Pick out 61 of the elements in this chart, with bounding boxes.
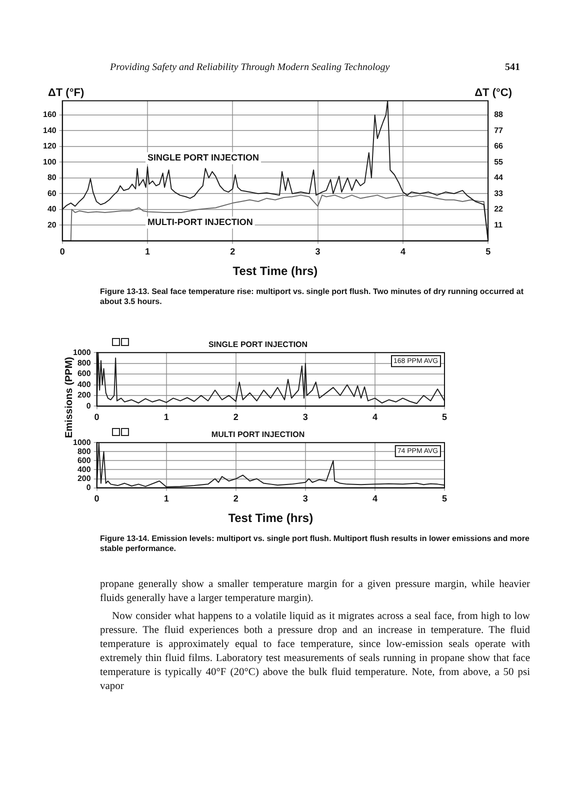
series-label: MULTI-PORT INJECTION [148, 217, 253, 228]
x-tick-label: 4 [372, 494, 378, 504]
y-tick-label: 400 [77, 380, 92, 389]
y-tick-label: 160 [42, 110, 57, 120]
x-tick-label: 4 [372, 412, 378, 422]
x-tick-label: 3 [302, 494, 308, 504]
y-axis-title: ΔT (°F) [48, 87, 84, 99]
y2-tick-label: 66 [494, 142, 504, 151]
x-tick-label: 0 [94, 494, 100, 504]
y-tick-label: 600 [77, 369, 92, 378]
x-tick-label: 2 [233, 412, 238, 422]
x-tick-label: 3 [302, 412, 308, 422]
x-tick-label: 1 [144, 246, 150, 257]
x-axis-title: Test Time (hrs) [232, 264, 318, 278]
y-tick-label: 20 [47, 220, 57, 230]
y2-tick-label: 55 [494, 157, 504, 166]
text: Providing Safety and Reliability Through Modern Sealing Technology [110, 62, 390, 73]
x-axis-title: Test Time (hrs) [228, 511, 314, 526]
y-tick-label: 800 [77, 358, 92, 368]
text: 541 [505, 62, 520, 73]
y-tick-label: 80 [47, 173, 57, 182]
y2-tick-label: 44 [494, 173, 504, 182]
y-tick-label: 100 [42, 157, 57, 166]
y-tick-label: 120 [42, 142, 57, 151]
chart-title: SINGLE PORT INJECTION [208, 340, 308, 350]
y-tick-label: 200 [77, 474, 92, 483]
y2-tick-label: 77 [494, 126, 504, 135]
y-tick-label: 1000 [73, 348, 92, 357]
caption: Figure 13-13. Seal face temperature rise: multiport vs. single port flush. Two minutes of dry running occurred at about 3.5 hours. [100, 287, 524, 307]
y2-tick-label: 22 [494, 204, 504, 214]
y-tick-label: 40 [47, 204, 57, 214]
x-tick-label: 2 [230, 246, 236, 257]
y-tick-label: 140 [42, 126, 57, 135]
x-tick-label: 0 [94, 412, 100, 422]
x-tick-label: 0 [60, 246, 65, 257]
y-tick-label: 400 [77, 464, 92, 474]
y-tick-label: 600 [77, 456, 92, 465]
text: Now consider what happens to a volatile liquid as it migrates across a seal face, from high to low pressure. The fluid experiences both a pressure drop and an increase in temperature. The fluid temperature is approximately equal to face temperature, since low-emission seals operate with extremely thin fluid films. Laboratory test measurements of seals running in propane show that face temperature is typically 40°F (20°C) above the bulk fluid temperature. Note, from above, a 50 psi vapor [100, 610, 530, 694]
y-axis-title: Emissions (PPM) [64, 356, 75, 438]
y-tick-label: 1000 [73, 438, 92, 447]
y2-tick-label: 33 [494, 188, 504, 198]
series-label: SINGLE PORT INJECTION [148, 152, 260, 163]
x-tick-label: 3 [315, 246, 320, 257]
x-tick-label: 5 [442, 412, 448, 422]
caption: Figure 13-14. Emission levels: multiport vs. single port flush. Multiport flush results in lower emissions and more stable performance. [100, 534, 530, 554]
text: propane generally show a smaller temperature margin for a given pressure margin, while heavier fluids generally have a larger temperature margin). [100, 578, 530, 606]
y2-axis-title: ΔT (°C) [474, 87, 512, 99]
y-tick-label: 800 [77, 446, 92, 456]
y-tick-label: 0 [86, 401, 92, 410]
y-tick-label: 60 [47, 188, 57, 198]
y2-tick-label: 88 [494, 110, 504, 120]
x-tick-label: 5 [442, 494, 448, 504]
y-tick-label: 0 [86, 483, 92, 492]
y2-tick-label: 11 [494, 220, 504, 230]
y-tick-label: 200 [77, 390, 92, 400]
chart-title: MULTI PORT INJECTION [211, 430, 305, 440]
x-tick-label: 4 [400, 246, 406, 257]
x-tick-label: 5 [486, 246, 491, 257]
x-tick-label: 1 [164, 412, 169, 422]
x-tick-label: 1 [164, 494, 169, 504]
x-tick-label: 2 [233, 494, 238, 504]
